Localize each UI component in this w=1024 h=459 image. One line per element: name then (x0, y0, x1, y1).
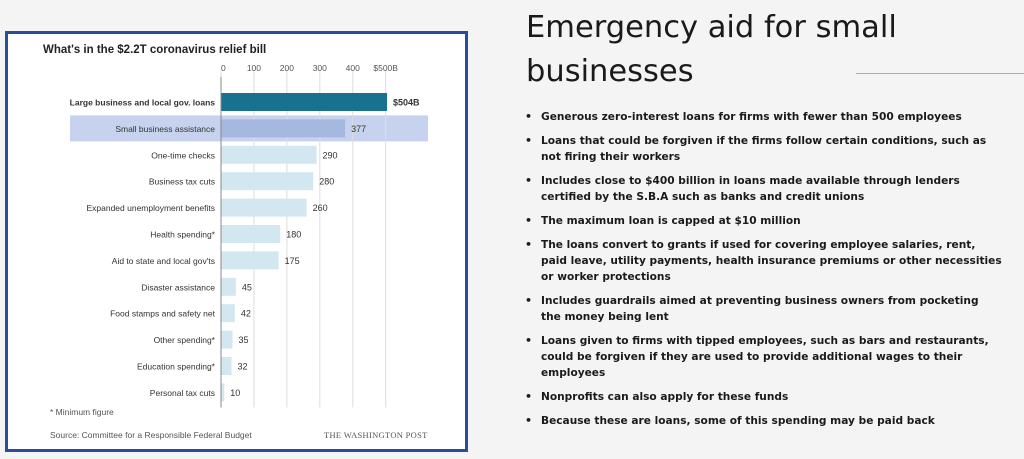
bar (221, 172, 314, 191)
bar (221, 357, 232, 375)
bar (221, 304, 235, 323)
bar (221, 277, 236, 296)
category-label: Large business and local gov. loans (70, 98, 216, 108)
bar (221, 383, 225, 402)
x-tick-label: 0 (221, 63, 226, 73)
value-label: 35 (239, 335, 249, 345)
bullet-item: Includes close to $400 billion in loans … (522, 173, 1002, 205)
category-label: Other spending* (154, 335, 216, 345)
bullet-item: Because these are loans, some of this sp… (522, 413, 1002, 429)
value-label: 377 (351, 124, 366, 134)
category-label: Health spending* (150, 230, 215, 240)
category-label: Education spending* (137, 362, 216, 372)
bullet-item: The loans convert to grants if used for … (522, 237, 1002, 285)
category-label: One-time checks (151, 150, 215, 160)
value-label: 290 (323, 150, 338, 160)
value-label: 32 (238, 362, 248, 372)
bar (221, 330, 233, 349)
category-label: Aid to state and local gov'ts (112, 256, 215, 266)
value-label: 280 (319, 177, 334, 187)
value-label: 45 (242, 282, 252, 292)
bullet-item: The maximum loan is capped at $10 millio… (522, 213, 1002, 229)
bar (221, 145, 317, 164)
x-tick-label: 400 (346, 63, 360, 73)
category-label: Personal tax cuts (150, 388, 215, 398)
title-underline (856, 73, 1024, 74)
bullet-item: Nonprofits can also apply for these fund… (522, 389, 1002, 405)
bullet-item: Loans that could be forgiven if the firm… (522, 133, 1002, 165)
category-label: Food stamps and safety net (110, 309, 216, 319)
chart-source: Source: Committee for a Responsible Fede… (50, 430, 252, 440)
x-tick-label: 200 (280, 63, 294, 73)
bullet-list: Generous zero-interest loans for firms w… (522, 109, 1002, 437)
chart-footnote: * Minimum figure (50, 407, 114, 417)
x-tick-label: 300 (313, 63, 327, 73)
category-label: Disaster assistance (141, 282, 215, 292)
value-label: 42 (241, 309, 251, 319)
chart-title: What's in the $2.2T coronavirus relief b… (43, 44, 267, 56)
value-label: 180 (286, 230, 301, 240)
bar-chart: 0 100 200 300 400 $500B Large business and loc… (70, 63, 428, 408)
bullet-item: Includes guardrails aimed at preventing … (522, 293, 1002, 325)
bar (221, 119, 346, 138)
category-label: Business tax cuts (149, 177, 215, 187)
x-tick-label: 100 (247, 63, 261, 73)
bar (221, 251, 279, 270)
value-label: 260 (313, 203, 328, 213)
value-label: 175 (285, 256, 300, 266)
bullet-item: Loans given to firms with tipped employe… (522, 333, 1002, 381)
category-label: Expanded unemployment benefits (86, 203, 215, 213)
bar (221, 93, 387, 111)
chart-publisher: THE WASHINGTON POST (324, 430, 428, 440)
category-label: Small business assistance (115, 124, 215, 134)
bar (221, 225, 281, 243)
bullet-item: Generous zero-interest loans for firms w… (522, 109, 1002, 125)
slide-title: Emergency aid for small businesses (526, 10, 897, 89)
value-label: $504B (393, 98, 420, 108)
x-tick-label: $500B (373, 63, 398, 73)
bar (221, 198, 307, 217)
value-label: 10 (230, 388, 240, 398)
